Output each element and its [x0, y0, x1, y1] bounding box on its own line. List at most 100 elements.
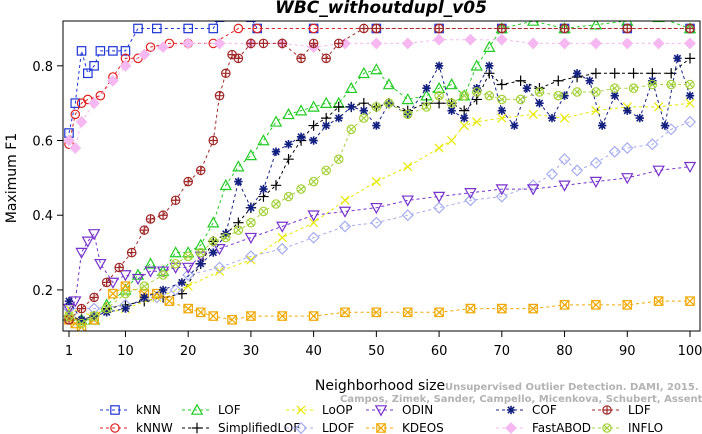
data-point	[445, 78, 458, 90]
data-point	[221, 68, 231, 79]
data-point	[195, 307, 206, 318]
legend-label: LDF	[628, 403, 651, 417]
data-point	[526, 21, 540, 26]
legend-marker	[296, 405, 306, 415]
data-point	[252, 23, 262, 34]
data-point	[421, 102, 432, 112]
data-point	[170, 258, 181, 269]
x-tick-label: 1	[65, 344, 73, 359]
series-inflo	[64, 79, 695, 329]
data-point	[213, 261, 226, 274]
legend-marker	[191, 422, 203, 434]
data-point	[208, 135, 219, 146]
data-point	[558, 153, 571, 166]
data-point	[401, 195, 414, 207]
data-point	[244, 250, 257, 263]
data-point	[654, 102, 664, 112]
data-point	[553, 75, 564, 86]
legend-label: SimplifiedLOF	[218, 421, 300, 434]
data-point	[177, 278, 187, 287]
data-point	[307, 100, 320, 112]
data-point	[526, 184, 540, 196]
data-point	[495, 184, 509, 196]
x-tick-label: 30	[243, 344, 260, 359]
data-point	[170, 195, 181, 206]
data-point	[433, 201, 446, 214]
data-point	[221, 232, 231, 243]
data-point	[666, 79, 676, 90]
legend-marker	[506, 405, 516, 415]
data-point	[432, 191, 446, 203]
data-point	[138, 48, 151, 61]
legend-marker	[505, 422, 517, 434]
data-point	[271, 147, 281, 156]
legend-item-odin: ODIN	[366, 403, 433, 417]
data-point	[232, 160, 245, 172]
data-point	[213, 244, 226, 256]
data-point	[283, 191, 294, 202]
data-point	[121, 304, 130, 313]
data-point	[258, 206, 269, 217]
data-point	[119, 270, 132, 282]
data-point	[145, 214, 156, 224]
legend-marker	[110, 405, 120, 415]
legend-marker	[294, 421, 308, 434]
data-point	[83, 68, 93, 79]
legend: kNN kNNW LOF SimplifiedLOF LoOP LDOF ODIN KDEOS…	[100, 403, 663, 434]
data-point	[464, 188, 477, 200]
data-point	[495, 33, 508, 46]
legend-item-ldof: LDOF	[286, 421, 354, 434]
legend-item-ldf: LDF	[592, 403, 651, 417]
data-point	[208, 23, 219, 34]
legend-marker	[602, 423, 612, 433]
data-point	[535, 98, 544, 108]
data-point	[434, 143, 444, 153]
data-point	[271, 199, 281, 209]
data-point	[145, 42, 156, 52]
data-point	[208, 236, 219, 247]
data-point	[446, 98, 457, 108]
data-point	[76, 46, 87, 56]
data-point	[683, 161, 697, 174]
x-tick-label: 40	[305, 344, 322, 359]
data-point	[89, 311, 99, 321]
data-point	[133, 23, 143, 34]
data-point	[296, 132, 306, 141]
data-point	[345, 81, 358, 94]
data-point	[497, 94, 507, 105]
series-line-lof	[68, 21, 691, 321]
data-point	[276, 221, 289, 233]
legend-marker	[110, 423, 120, 433]
x-tick-label: 60	[431, 344, 448, 359]
legend-item-knnw: kNNW	[100, 421, 173, 434]
data-point	[610, 91, 619, 100]
data-point	[646, 138, 659, 151]
data-point	[140, 293, 149, 302]
data-point	[527, 179, 540, 192]
data-point	[94, 258, 107, 271]
x-tick-label: 90	[619, 344, 636, 359]
data-point	[213, 37, 226, 50]
data-point	[319, 96, 333, 108]
data-point	[182, 268, 195, 282]
data-point	[589, 156, 602, 169]
data-point	[277, 233, 287, 243]
data-point	[359, 106, 369, 115]
legend-label: kNNW	[136, 421, 173, 434]
data-point	[447, 106, 456, 115]
data-point	[647, 79, 658, 90]
data-point	[246, 217, 256, 228]
data-point	[150, 291, 163, 304]
data-point	[233, 53, 244, 64]
data-point	[434, 61, 444, 71]
legend-label: kNN	[136, 403, 161, 417]
data-point	[76, 318, 87, 329]
data-point	[158, 270, 168, 280]
data-point	[434, 23, 444, 34]
data-point	[276, 242, 289, 255]
data-point	[183, 176, 193, 187]
y-tick-label: 0.4	[32, 209, 53, 224]
data-point	[69, 142, 82, 154]
data-point	[496, 79, 508, 90]
